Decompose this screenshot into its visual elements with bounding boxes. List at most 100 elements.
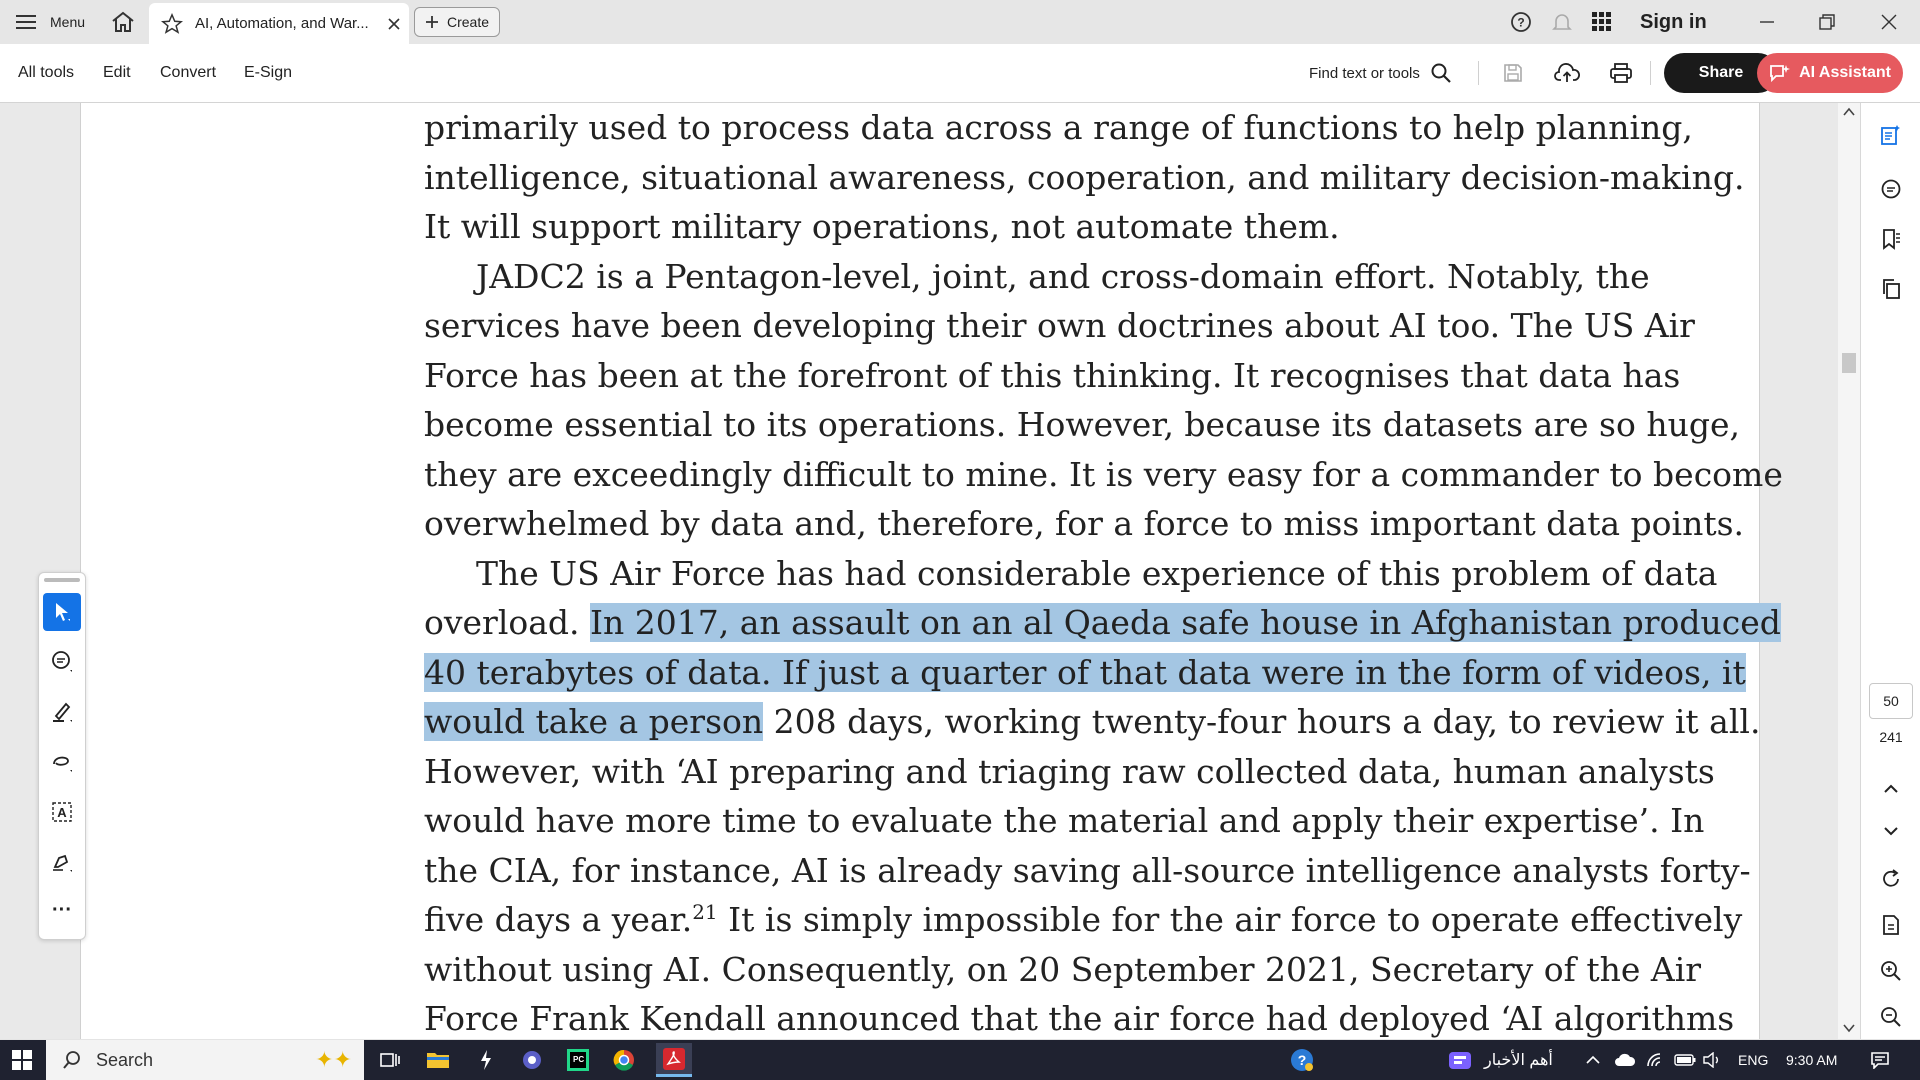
rail-edit-pdf[interactable] xyxy=(1861,117,1920,153)
minimize-button[interactable] xyxy=(1758,0,1776,44)
restore-button[interactable] xyxy=(1818,0,1836,44)
text-line[interactable]: the CIA, for instance, AI is already sav… xyxy=(424,846,1751,896)
scroll-thumb[interactable] xyxy=(1842,353,1856,373)
text-segment: JADC2 is a Pentagon-level, joint, and cr… xyxy=(476,256,1650,296)
total-pages: 241 xyxy=(1879,729,1903,745)
print-button[interactable] xyxy=(1609,44,1633,102)
app-circle-button[interactable] xyxy=(518,1046,546,1074)
pdf-page[interactable]: primarily used to process data across a … xyxy=(80,103,1783,1039)
zoom-out-button[interactable] xyxy=(1861,999,1920,1035)
svg-text:?: ? xyxy=(1298,1052,1307,1068)
text-line[interactable]: overwhelmed by data and, therefore, for … xyxy=(424,499,1744,549)
more-tools-button[interactable]: ··· xyxy=(43,891,81,929)
menu-all-tools[interactable]: All tools xyxy=(18,64,75,81)
text-line[interactable]: intelligence, situational awareness, coo… xyxy=(424,153,1744,203)
create-button[interactable]: Create xyxy=(414,7,500,37)
chrome-button[interactable] xyxy=(610,1046,638,1074)
text-line[interactable]: It will support military operations, not… xyxy=(424,202,1611,252)
text-line[interactable]: become essential to its operations. Howe… xyxy=(424,400,1740,450)
text-box-icon: A xyxy=(52,802,72,822)
restore-icon xyxy=(1819,14,1835,30)
text-line[interactable]: would have more time to evaluate the mat… xyxy=(424,796,1704,846)
file-explorer-button[interactable] xyxy=(424,1046,452,1074)
find-placeholder: Find text or tools xyxy=(1309,64,1420,82)
select-tool[interactable] xyxy=(43,593,81,631)
clock[interactable]: 9:30 AM xyxy=(1786,1052,1838,1068)
rail-pages[interactable] xyxy=(1861,271,1920,307)
text-line[interactable]: However, with ‘AI preparing and triaging… xyxy=(424,747,1715,797)
onedrive-button[interactable] xyxy=(1614,1040,1636,1080)
show-hidden-icons-button[interactable] xyxy=(1586,1040,1600,1080)
power-automate-button[interactable] xyxy=(472,1046,500,1074)
footnote-ref[interactable]: 21 xyxy=(692,900,718,924)
scroll-down-arrow-icon[interactable] xyxy=(1843,1023,1855,1033)
current-page-input[interactable]: 50 xyxy=(1869,683,1913,719)
home-button[interactable] xyxy=(110,0,136,44)
help-tray-button[interactable]: ? xyxy=(1288,1046,1316,1074)
ai-assistant-button[interactable]: AI Assistant xyxy=(1757,53,1903,93)
highlighted-text[interactable]: 40 terabytes of data. If just a quarter … xyxy=(424,652,1746,692)
draw-tool[interactable] xyxy=(43,743,81,781)
save-icon xyxy=(1504,64,1522,82)
text-line[interactable]: would take a person 208 days, working tw… xyxy=(424,697,1760,747)
task-view-button[interactable] xyxy=(376,1046,404,1074)
sign-in-link[interactable]: Sign in xyxy=(1640,10,1707,33)
star-icon[interactable] xyxy=(161,12,183,35)
start-button[interactable] xyxy=(8,1046,36,1074)
document-viewer[interactable]: primarily used to process data across a … xyxy=(0,103,1860,1039)
wifi-status[interactable] xyxy=(1646,1040,1666,1080)
volume-control[interactable] xyxy=(1702,1040,1722,1080)
rail-comments[interactable] xyxy=(1861,171,1920,207)
text-line[interactable]: five days a year.21 It is simply impossi… xyxy=(424,895,1742,945)
menu-edit[interactable]: Edit xyxy=(103,64,131,81)
find-text-field[interactable]: Find text or tools xyxy=(1309,44,1452,102)
menu-e-sign[interactable]: E-Sign xyxy=(244,64,293,81)
vertical-scrollbar[interactable] xyxy=(1838,103,1860,1039)
text-line[interactable]: primarily used to process data across a … xyxy=(424,103,1693,153)
highlight-tool[interactable] xyxy=(43,693,81,731)
text-line[interactable]: Force has been at the forefront of this … xyxy=(424,351,1680,401)
menu-convert[interactable]: Convert xyxy=(160,64,217,81)
text-line[interactable]: without using AI. Consequently, on 20 Se… xyxy=(424,945,1701,995)
apps-grid-icon xyxy=(1592,12,1611,31)
panel-drag-handle[interactable] xyxy=(44,578,80,582)
taskbar-search[interactable]: Search ✦✦ xyxy=(46,1040,364,1080)
save-button[interactable] xyxy=(1502,44,1524,102)
close-window-button[interactable] xyxy=(1880,0,1898,44)
upload-button[interactable] xyxy=(1554,44,1580,102)
text-line[interactable]: The US Air Force has had considerable ex… xyxy=(424,549,1717,599)
comment-tool[interactable] xyxy=(43,643,81,681)
refresh-button[interactable] xyxy=(1861,861,1920,897)
text-line[interactable]: Force Frank Kendall announced that the a… xyxy=(424,994,1734,1039)
text-line[interactable]: JADC2 is a Pentagon-level, joint, and cr… xyxy=(424,252,1650,302)
page-info-button[interactable] xyxy=(1861,907,1920,943)
news-widget[interactable]: أهم الأخبار xyxy=(1448,1040,1553,1080)
rail-bookmarks[interactable] xyxy=(1861,221,1920,257)
highlighted-text[interactable]: would take a person xyxy=(424,702,764,741)
menu-button[interactable]: Menu xyxy=(16,0,85,44)
notifications-button[interactable] xyxy=(1551,0,1573,44)
text-box-tool[interactable]: A xyxy=(43,793,81,831)
previous-page-button[interactable] xyxy=(1861,771,1920,807)
text-line[interactable]: overload. In 2017, an assault on an al Q… xyxy=(424,598,1781,648)
close-tab-icon[interactable] xyxy=(387,17,401,31)
language-indicator[interactable]: ENG xyxy=(1738,1052,1769,1068)
text-segment: primarily used to process data across a … xyxy=(424,108,1693,147)
pycharm-button[interactable]: PC xyxy=(564,1046,592,1074)
text-line[interactable]: 40 terabytes of data. If just a quarter … xyxy=(424,648,1746,698)
sign-tool[interactable] xyxy=(43,843,81,881)
acrobat-button[interactable] xyxy=(656,1043,692,1077)
scroll-up-arrow-icon[interactable] xyxy=(1843,107,1855,117)
apps-button[interactable] xyxy=(1592,0,1612,44)
next-page-button[interactable] xyxy=(1861,813,1920,849)
highlighted-text[interactable]: In 2017, an assault on an al Qaeda safe … xyxy=(590,603,1781,642)
text-line[interactable]: services have been developing their own … xyxy=(424,301,1695,351)
svg-text:?: ? xyxy=(1517,16,1524,30)
help-button[interactable]: ? xyxy=(1510,0,1532,44)
zoom-in-button[interactable] xyxy=(1861,953,1920,989)
document-tab[interactable]: AI, Automation, and War... xyxy=(149,3,409,44)
text-line[interactable]: they are exceedingly difficult to mine. … xyxy=(424,450,1783,500)
notification-center-button[interactable] xyxy=(1870,1040,1890,1080)
ai-assistant-icon xyxy=(1770,65,1791,83)
battery-status[interactable] xyxy=(1674,1040,1696,1080)
